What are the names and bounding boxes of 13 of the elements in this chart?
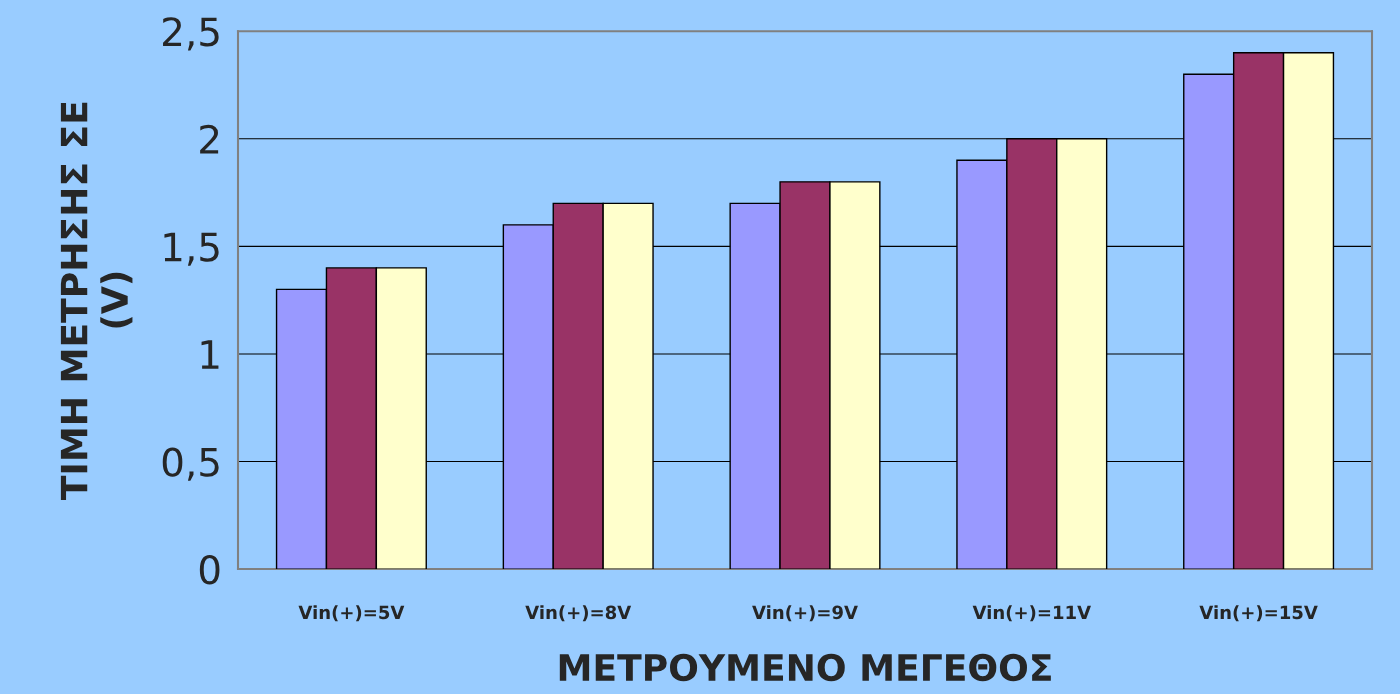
x-tick-label: Vin(+)=8V — [525, 605, 632, 622]
y-axis-title: ΤΙΜΗ ΜΕΤΡΗΣΗΣ ΣΕ (V) — [60, 102, 133, 501]
y-tick-label: 1,5 — [164, 232, 219, 266]
y-tick-label: 2 — [200, 124, 219, 154]
x-tick-label: Vin(+)=11V — [972, 605, 1091, 622]
x-axis-title: ΜΕΤΡΟΥΜΕΝΟ ΜΕΓΕΘΟΣ — [559, 653, 1051, 682]
y-tick-label: 0,5 — [162, 447, 219, 481]
x-tick-label: Vin(+)=15V — [1199, 605, 1318, 622]
y-tick-label: 0 — [199, 554, 220, 585]
x-tick-label: Vin(+)=9V — [752, 605, 858, 622]
y-tick-label: 2,5 — [163, 17, 219, 51]
x-tick-label: Vin(+)=5V — [298, 605, 405, 622]
y-tick-label: 1 — [201, 340, 219, 369]
